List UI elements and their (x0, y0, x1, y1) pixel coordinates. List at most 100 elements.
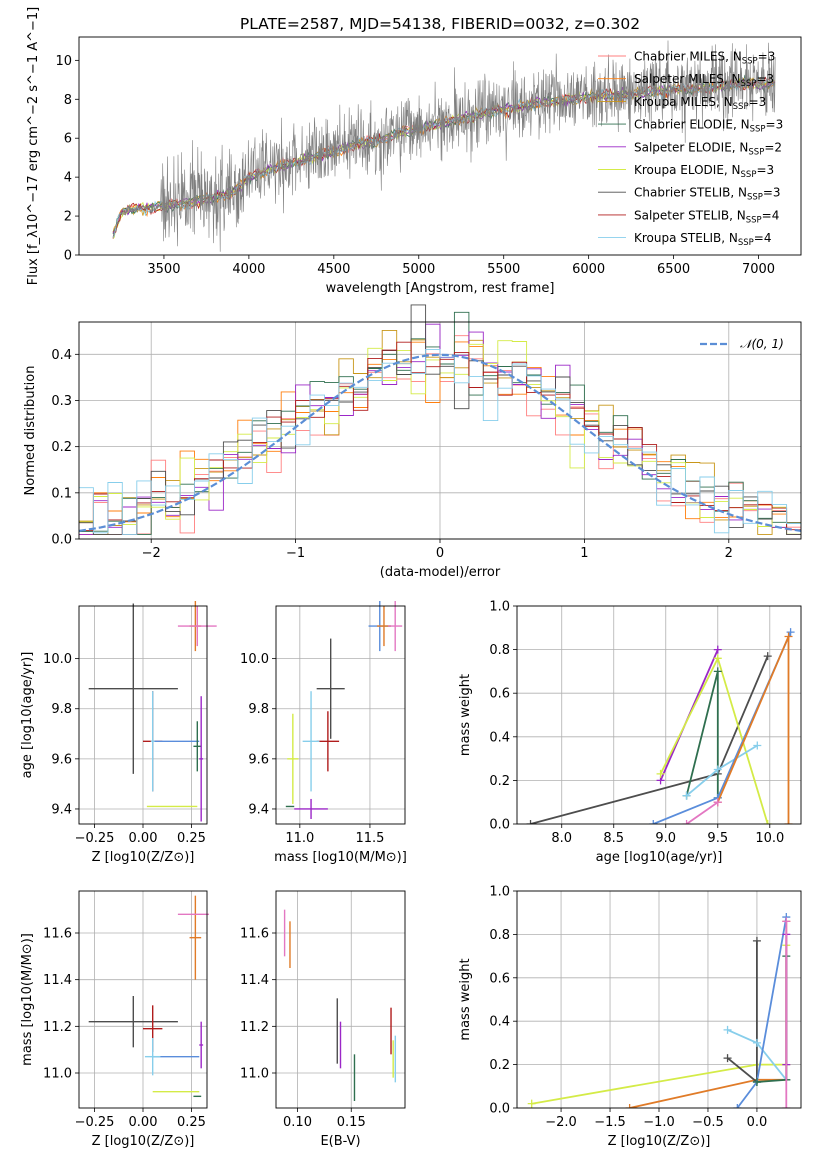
y-tick-label: 0 (64, 249, 72, 264)
y-tick-label: 0.4 (51, 348, 72, 363)
y-tick-label: 8 (64, 93, 72, 108)
weight-marker (784, 820, 793, 824)
y-tick-label: 9.6 (248, 752, 269, 767)
weight-marker (682, 820, 691, 824)
plot-area (88, 600, 217, 822)
x-tick-label: 0.00 (129, 831, 158, 846)
legend-label: Chabrier STELIB, NSSP=3 (634, 186, 781, 203)
y-axis-label: Normed distribution (23, 366, 38, 496)
y-tick-label: 9.4 (51, 802, 72, 817)
x-tick-label: 11.0 (285, 831, 314, 846)
y-tick-label: 0.6 (489, 687, 510, 702)
weight-marker (763, 652, 772, 661)
y-tick-label: 0.0 (489, 1102, 510, 1117)
y-tick-label: 0.2 (489, 774, 510, 789)
x-tick-label: 1 (580, 546, 588, 561)
x-tick-label: 9.0 (655, 831, 676, 846)
weight-marker (656, 769, 665, 778)
y-tick-label: 1.0 (489, 600, 510, 615)
x-tick-label: −0.25 (75, 1115, 115, 1130)
y-tick-label: 0.0 (51, 533, 72, 548)
x-tick-label: 11.5 (355, 831, 384, 846)
y-tick-label: 2 (64, 210, 72, 225)
y-tick-label: 11.4 (43, 973, 72, 988)
weight-marker (752, 1038, 761, 1047)
y-tick-label: 9.8 (248, 702, 269, 717)
legend: Chabrier MILES, NSSP=3 Salpeter MILES, NS… (598, 50, 783, 248)
y-tick-label: 9.8 (51, 702, 72, 717)
y-axis-label: mass weight (458, 958, 473, 1040)
panel-spectrum: 3500 4000 4500 5000 5500 6000 6500 7000 0 2 4 6 8 10 w… (26, 7, 802, 296)
normal-curve (78, 353, 802, 532)
weight-marker (763, 820, 772, 824)
y-tick-label: 11.2 (43, 1020, 72, 1035)
weight-marker (713, 654, 722, 663)
y-tick-label: 0.2 (489, 1058, 510, 1073)
x-tick-label: 8.5 (603, 831, 624, 846)
weight-marker (752, 936, 761, 945)
x-tick-label: 4500 (317, 262, 350, 277)
weight-marker (723, 1054, 732, 1063)
weight-marker (782, 917, 791, 926)
weight-marker (526, 820, 535, 824)
x-tick-label: 0.25 (177, 831, 206, 846)
weight-marker (752, 1077, 761, 1086)
x-tick-label: 10.0 (755, 831, 784, 846)
y-tick-label: 11.0 (240, 1067, 269, 1082)
plot-area (526, 628, 795, 824)
x-tick-label: 6500 (657, 262, 690, 277)
axes-frame (516, 890, 802, 1109)
x-tick-label: 0.00 (129, 1115, 158, 1130)
weight-marker (713, 667, 722, 676)
x-axis-label: Z [log10(Z/Z⊙)] (608, 1134, 711, 1149)
y-axis-label: mass [log10(M/M⊙)] (20, 933, 35, 1066)
weight-line (530, 655, 769, 824)
x-tick-label: −1.5 (594, 1115, 626, 1130)
y-axis-label: age [log10(age/yr)] (20, 652, 35, 779)
weight-marker (649, 820, 658, 824)
y-tick-label: 11.0 (43, 1067, 72, 1082)
y-tick-label: 11.6 (43, 927, 72, 942)
weight-line (716, 636, 790, 824)
weight-marker (713, 645, 722, 654)
y-tick-label: 10.0 (240, 652, 269, 667)
legend-label: 𝒩(0, 1) (740, 337, 784, 351)
legend-label: Salpeter ELODIE, NSSP=2 (634, 140, 782, 157)
histogram-kroupa_stelib (79, 348, 801, 535)
legend-label: Kroupa MILES, NSSP=3 (634, 95, 766, 112)
panel-mass_vs_EBV: 0.10 0.15 11.0 11.2 11.4 11.6 E(B-V) (240, 890, 406, 1149)
x-axis-label: (data-model)/error (380, 565, 501, 580)
x-tick-label: 6000 (572, 262, 605, 277)
x-axis-label: Z [log10(Z/Z⊙)] (92, 850, 195, 865)
axes-frame (275, 605, 406, 825)
y-axis-label: Flux [f_λ10^−17 erg cm^−2 s^−1 A^−1] (26, 7, 41, 285)
panel-age_vs_Z: −0.25 0.00 0.25 9.4 9.6 9.8 10.0 Z [log10(Z/Z⊙)… (20, 600, 217, 865)
weight-marker (713, 765, 722, 774)
x-tick-label: 8.0 (551, 831, 572, 846)
x-axis-label: E(B-V) (320, 1134, 360, 1149)
x-axis-label: wavelength [Angstrom, rest frame] (326, 281, 555, 296)
x-tick-label: 5000 (402, 262, 435, 277)
y-tick-label: 0.2 (51, 440, 72, 455)
axes-frame (516, 605, 802, 825)
weight-marker (753, 741, 762, 750)
x-tick-label: 3500 (147, 262, 180, 277)
x-tick-label: −0.5 (692, 1115, 724, 1130)
panel-weight_vs_Z: −2.0 −1.5 −1.0 −0.5 0.0 0.0 0.2 0.4 0.6 0.8 1.0 Z [… (458, 885, 802, 1149)
plot-area (283, 909, 397, 1101)
plot-area (88, 895, 209, 1098)
histogram-salpeter_elodie (79, 323, 801, 535)
plot-area (285, 600, 403, 819)
y-tick-label: 0.8 (489, 643, 510, 658)
panel-mass_vs_Z: −0.25 0.00 0.25 11.0 11.2 11.4 11.6 Z [log10(Z/… (20, 890, 209, 1149)
y-tick-label: 0.3 (51, 394, 72, 409)
y-tick-label: 0.6 (489, 971, 510, 986)
weight-marker (782, 1104, 791, 1108)
x-tick-label: −0.25 (75, 831, 115, 846)
histogram-salpeter_stelib (79, 341, 801, 535)
legend-label: Salpeter STELIB, NSSP=4 (634, 208, 779, 225)
weight-marker (784, 632, 793, 641)
y-tick-label: 0.8 (489, 928, 510, 943)
weight-line (727, 940, 758, 1084)
x-tick-label: −2 (142, 546, 161, 561)
